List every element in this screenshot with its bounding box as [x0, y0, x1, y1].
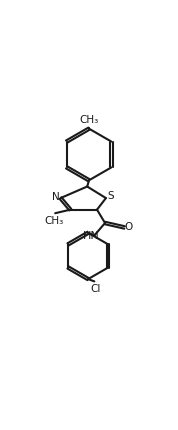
- Text: CH₃: CH₃: [44, 216, 63, 227]
- Text: O: O: [124, 222, 133, 232]
- Text: N: N: [52, 192, 60, 202]
- Text: HN: HN: [82, 231, 99, 241]
- Text: Cl: Cl: [90, 284, 100, 294]
- Text: S: S: [107, 191, 114, 201]
- Text: CH₃: CH₃: [79, 115, 99, 125]
